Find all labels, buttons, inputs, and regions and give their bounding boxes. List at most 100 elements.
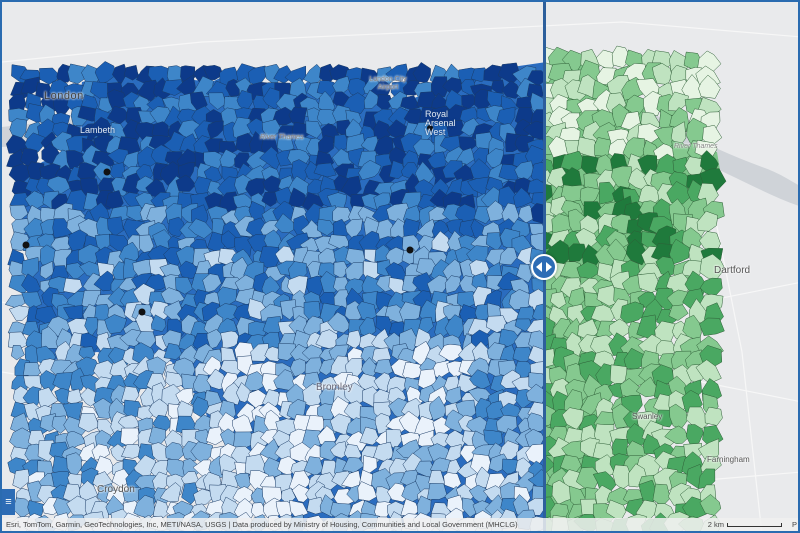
- choropleth-cell: [178, 260, 200, 279]
- choropleth-cell: [704, 406, 723, 426]
- label-london-city-airport: London City Airport: [369, 76, 407, 91]
- choropleth-cell: [460, 117, 483, 137]
- attribution-text[interactable]: Esri, TomTom, Garmin, GeoTechnologies, I…: [6, 520, 518, 529]
- choropleth-cell: [175, 174, 197, 192]
- choropleth-cell: [620, 301, 644, 324]
- choropleth-cell: [52, 218, 74, 239]
- choropleth-cell: [316, 218, 337, 236]
- choropleth-cell: [151, 314, 167, 332]
- choropleth-cell: [187, 218, 214, 239]
- choropleth-cell: [20, 76, 41, 94]
- menu-icon: ≡: [5, 496, 12, 508]
- attribution-bar: Esri, TomTom, Garmin, GeoTechnologies, I…: [2, 518, 798, 531]
- choropleth-cell: [70, 367, 86, 391]
- choropleth-cell: [627, 167, 650, 190]
- choropleth-cell: [219, 149, 237, 169]
- choropleth-cell: [346, 329, 363, 350]
- choropleth-cell: [514, 160, 535, 180]
- label-royal-arsenal: Royal Arsenal West: [425, 109, 456, 137]
- choropleth-cell: [501, 458, 520, 475]
- choropleth-cell: [106, 105, 130, 125]
- choropleth-cell: [461, 497, 480, 518]
- label-farningham: Farningham: [707, 455, 750, 464]
- choropleth-cell: [78, 413, 100, 433]
- choropleth-cell: [486, 200, 506, 222]
- choropleth-cell: [161, 79, 186, 96]
- choropleth-cells-blue: [4, 61, 544, 531]
- choropleth-cell: [305, 120, 323, 139]
- choropleth-cell: [699, 317, 725, 336]
- choropleth-cell: [303, 63, 325, 84]
- choropleth-cell: [568, 243, 587, 262]
- choropleth-cell: [668, 304, 689, 321]
- choropleth-cell: [208, 92, 227, 110]
- label-river-thames-west: River Thames: [260, 134, 304, 141]
- choropleth-cell: [385, 63, 409, 82]
- choropleth-cell: [428, 206, 448, 222]
- choropleth-cell: [444, 275, 462, 294]
- choropleth-cell: [388, 160, 407, 180]
- choropleth-cell: [207, 120, 224, 140]
- choropleth-cell: [664, 425, 689, 445]
- choropleth-cell: [426, 483, 448, 500]
- label-croydon: Croydon: [97, 484, 135, 495]
- label-dartford: Dartford: [714, 265, 751, 276]
- choropleth-cell: [696, 210, 719, 232]
- choropleth-cell: [501, 80, 522, 99]
- choropleth-cell: [580, 392, 602, 416]
- choropleth-cell: [121, 444, 144, 459]
- menu-button[interactable]: ≡: [2, 489, 15, 515]
- choropleth-cell: [279, 299, 297, 321]
- choropleth-cell: [698, 74, 721, 99]
- choropleth-cell: [175, 387, 194, 406]
- choropleth-cell: [635, 376, 662, 398]
- choropleth-cell: [112, 63, 128, 86]
- choropleth-cell: [51, 415, 70, 434]
- choropleth-cell: [65, 430, 87, 451]
- choropleth-cell: [599, 181, 618, 205]
- choropleth-cell: [205, 426, 225, 446]
- choropleth-cell: [544, 348, 556, 368]
- swipe-handle[interactable]: [531, 254, 557, 280]
- choropleth-cell: [429, 457, 453, 473]
- choropleth-cell: [163, 342, 183, 360]
- choropleth-cell: [273, 369, 297, 391]
- choropleth-cell: [375, 315, 395, 337]
- choropleth-cell: [152, 499, 170, 518]
- choropleth-cell: [551, 479, 575, 505]
- choropleth-cell: [313, 162, 337, 178]
- choropleth-cell: [669, 238, 690, 265]
- choropleth-cell: [485, 315, 509, 333]
- choropleth-cell: [46, 175, 71, 194]
- choropleth-cell: [202, 273, 222, 294]
- choropleth-cell: [327, 311, 352, 334]
- chevron-left-icon: [536, 262, 542, 272]
- choropleth-cell: [431, 230, 451, 253]
- choropleth-cell: [104, 314, 128, 334]
- choropleth-cell: [220, 330, 242, 350]
- choropleth-cell: [560, 184, 587, 204]
- label-river-thames-east: River Thames: [674, 143, 718, 150]
- powered-by-label[interactable]: P: [792, 520, 798, 529]
- choropleth-cell: [485, 400, 507, 421]
- choropleth-cell: [277, 343, 296, 361]
- choropleth-cells-green: [544, 45, 727, 531]
- choropleth-cell: [329, 441, 348, 459]
- choropleth-cell: [550, 291, 567, 309]
- choropleth-cell: [527, 412, 544, 433]
- choropleth-cell: [459, 445, 479, 464]
- scale-line: [727, 522, 782, 527]
- choropleth-cell: [318, 358, 337, 376]
- scale-label: 2 km: [707, 520, 724, 529]
- choropleth-cell: [363, 89, 380, 110]
- choropleth-cell: [402, 361, 423, 381]
- choropleth-cell: [544, 454, 556, 474]
- label-swanley: Swanley: [632, 412, 663, 421]
- choropleth-cell: [12, 468, 31, 489]
- choropleth-cell: [431, 76, 448, 98]
- choropleth-cell: [625, 238, 649, 266]
- choropleth-cell: [359, 426, 380, 446]
- label-london: London: [44, 90, 84, 102]
